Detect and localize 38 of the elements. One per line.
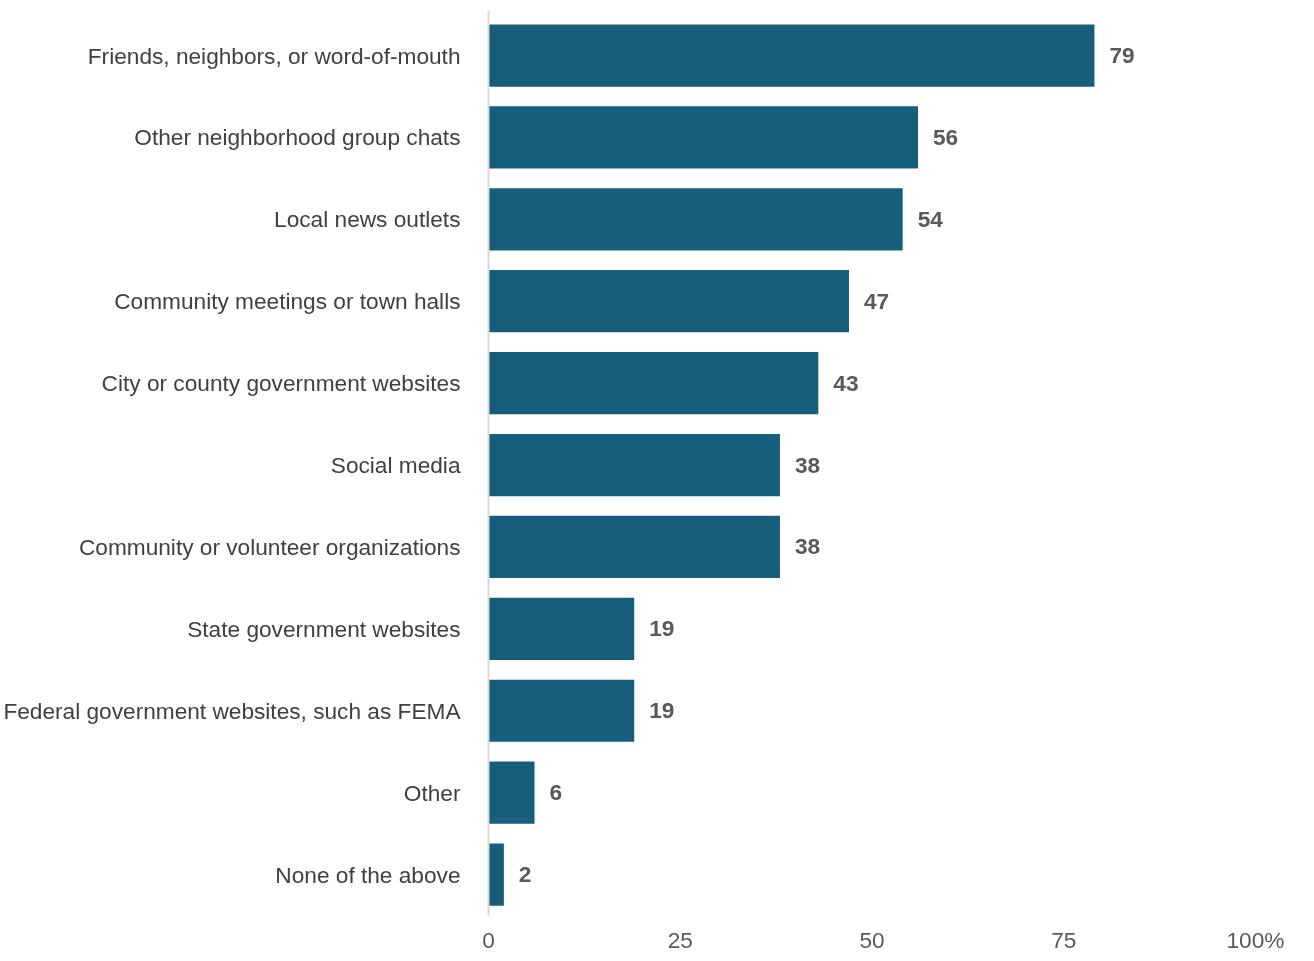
bar: [488, 761, 535, 824]
data-label: 6: [549, 779, 563, 806]
data-label: 79: [1109, 42, 1135, 69]
y-tick-label: None of the above: [275, 861, 461, 888]
x-tick-label: 25: [667, 926, 693, 953]
bar: [488, 188, 903, 251]
data-label: 19: [649, 615, 675, 642]
bar: [488, 679, 635, 742]
data-label: 56: [933, 123, 959, 150]
data-label: 19: [649, 697, 675, 724]
bar: [488, 515, 780, 579]
x-tick-label: 75: [1051, 926, 1077, 953]
bar: [488, 24, 1095, 87]
bar: [488, 433, 780, 497]
bar: [488, 352, 819, 415]
bar: [488, 270, 849, 333]
data-label: 38: [794, 451, 821, 478]
y-tick-label: Federal government websites, such as FEMA: [3, 697, 462, 724]
y-tick-label: State government websites: [187, 615, 461, 642]
y-tick-label: Other neighborhood group chats: [134, 124, 461, 151]
y-tick-label: Other: [403, 779, 461, 806]
x-tick-label: 50: [859, 926, 885, 953]
bar: [488, 843, 504, 906]
y-tick-label: City or county government websites: [101, 370, 461, 397]
data-label: 38: [794, 533, 821, 560]
data-label: 54: [917, 205, 944, 232]
x-tick-label: 100%: [1226, 926, 1285, 953]
y-tick-label: Community or volunteer organizations: [78, 533, 461, 560]
data-label: 43: [833, 369, 859, 396]
x-tick-label: 0: [482, 926, 495, 953]
y-tick-label: Community meetings or town halls: [114, 288, 461, 315]
bar: [488, 597, 635, 660]
y-tick-label: Local news outlets: [274, 206, 461, 233]
y-tick-label: Friends, neighbors, or word-of-mouth: [87, 42, 461, 69]
bar: [488, 106, 919, 169]
y-tick-label: Social media: [330, 452, 461, 479]
data-label: 2: [518, 861, 532, 888]
data-label: 47: [863, 287, 890, 314]
